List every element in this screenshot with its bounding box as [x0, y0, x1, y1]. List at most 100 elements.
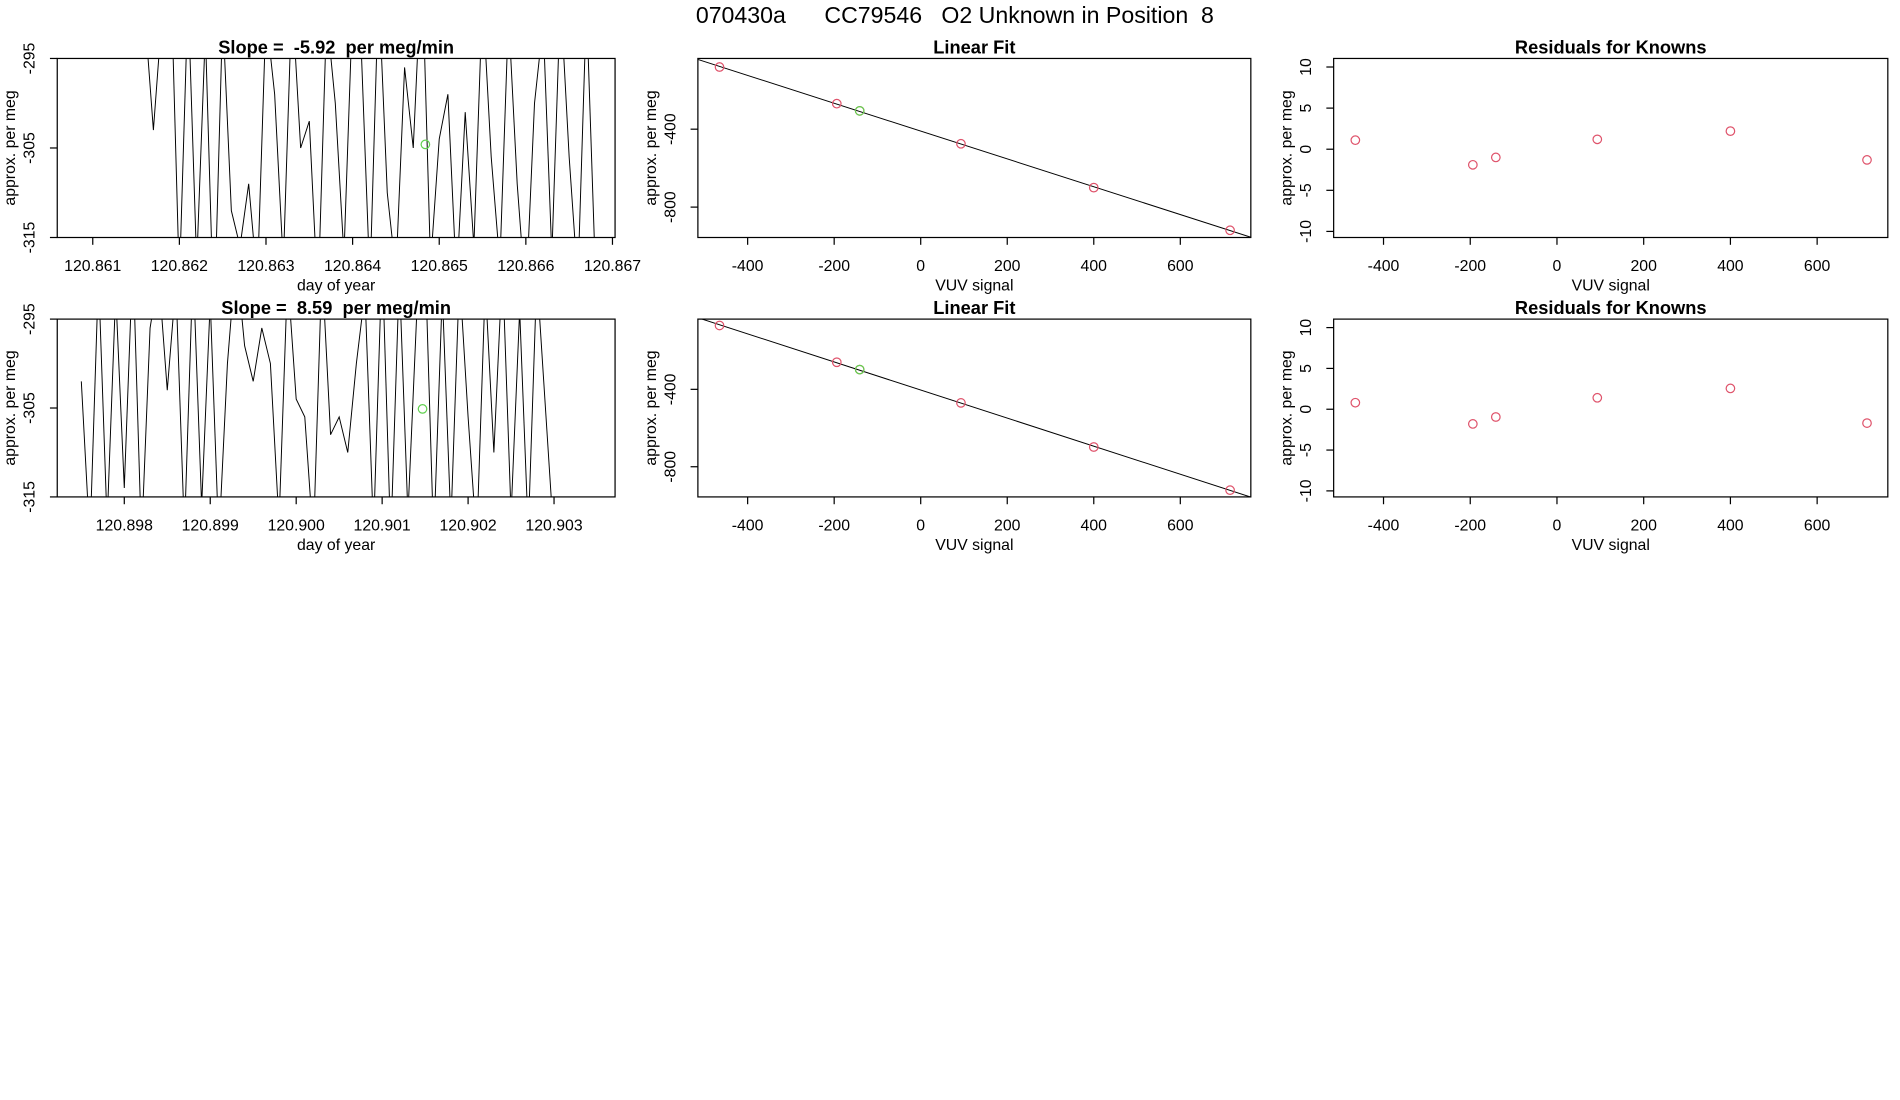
plot-area — [147, 58, 595, 238]
x-tick-label: 120.899 — [182, 517, 239, 534]
x-tick-label: 200 — [1630, 517, 1657, 534]
panel-title: Residuals for Knowns — [1515, 297, 1707, 318]
x-tick-label: -400 — [1368, 258, 1400, 275]
x-axis-label: VUV signal — [1572, 277, 1650, 294]
point — [714, 62, 725, 72]
figure-title: 070430a CC79546 O2 Unknown in Position 8 — [696, 2, 1214, 28]
y-axis-label: approx. per meg — [2, 350, 19, 465]
point — [1225, 225, 1235, 236]
point — [1725, 383, 1736, 394]
y-tick-label: 0 — [1298, 145, 1315, 154]
point — [417, 404, 428, 414]
point — [1592, 134, 1603, 145]
x-tick-label: 120.866 — [497, 258, 554, 275]
y-axis-label: approx. per meg — [2, 90, 19, 205]
y-tick-label: 10 — [1298, 319, 1315, 337]
x-tick-label: 120.861 — [64, 258, 121, 275]
point — [1490, 412, 1501, 422]
x-tick-label: 0 — [1553, 258, 1562, 275]
x-tick-label: 120.903 — [525, 517, 582, 534]
plot-box — [56, 57, 616, 239]
x-tick-label: 120.862 — [151, 258, 208, 275]
point — [1088, 442, 1099, 452]
point — [1225, 485, 1235, 496]
point — [831, 357, 842, 368]
panel-title: Residuals for Knowns — [1515, 37, 1707, 58]
x-tick-label: 400 — [1717, 517, 1744, 534]
y-tick-label: -400 — [662, 373, 679, 405]
y-tick-label: -295 — [22, 42, 39, 74]
y-tick-label: -400 — [662, 113, 679, 145]
plot-box — [1333, 318, 1889, 498]
point — [1467, 159, 1478, 170]
point — [1088, 182, 1099, 193]
fit-line — [697, 58, 1251, 238]
plot-area — [697, 58, 1251, 238]
panel-title: Slope = 8.59 per meg/min — [221, 297, 451, 318]
y-tick-label: -800 — [662, 451, 679, 483]
plot-area — [80, 319, 552, 497]
point — [1725, 126, 1736, 137]
point — [1862, 155, 1872, 165]
x-tick-label: 120.900 — [268, 517, 325, 534]
point — [1350, 135, 1361, 146]
point — [956, 138, 966, 149]
x-tick-label: -200 — [818, 258, 850, 275]
x-tick-label: 120.898 — [96, 517, 153, 534]
point — [1592, 392, 1603, 403]
x-axis-label: VUV signal — [1572, 537, 1650, 554]
point — [854, 364, 865, 375]
x-tick-label: 600 — [1804, 258, 1831, 275]
y-axis-label: approx. per meg — [1279, 90, 1296, 205]
x-tick-label: 0 — [916, 258, 925, 275]
point — [1467, 419, 1478, 429]
point — [1490, 152, 1501, 163]
point — [1350, 397, 1361, 408]
x-tick-label: 400 — [1717, 258, 1744, 275]
x-tick-label: 600 — [1804, 517, 1831, 534]
y-tick-label: -10 — [1298, 220, 1315, 243]
x-tick-label: 0 — [916, 517, 925, 534]
x-tick-label: 400 — [1081, 517, 1108, 534]
x-tick-label: -400 — [732, 258, 764, 275]
point — [714, 320, 725, 331]
y-tick-label: -315 — [22, 481, 39, 513]
x-tick-label: 200 — [994, 517, 1021, 534]
x-tick-label: 120.865 — [411, 258, 468, 275]
point — [956, 398, 966, 408]
y-tick-label: 10 — [1298, 58, 1315, 76]
y-axis-label: approx. per meg — [643, 350, 660, 465]
y-tick-label: 0 — [1298, 405, 1315, 414]
x-tick-label: -200 — [1454, 258, 1486, 275]
y-tick-label: -5 — [1298, 443, 1315, 457]
x-axis-label: day of year — [297, 537, 376, 554]
x-tick-label: 120.867 — [584, 258, 641, 275]
plot-box — [697, 57, 1252, 239]
x-tick-label: -200 — [1454, 517, 1486, 534]
x-tick-label: -200 — [818, 517, 850, 534]
y-axis-label: approx. per meg — [643, 90, 660, 205]
x-tick-label: 600 — [1167, 258, 1194, 275]
plot-area — [1350, 126, 1872, 170]
x-tick-label: 400 — [1081, 258, 1108, 275]
point — [1862, 418, 1872, 428]
y-tick-label: -315 — [22, 221, 39, 253]
data-line — [80, 319, 552, 497]
plot-box — [697, 318, 1252, 498]
point — [420, 139, 431, 150]
x-axis-label: VUV signal — [935, 277, 1013, 294]
x-tick-label: -400 — [1368, 517, 1400, 534]
y-tick-label: -800 — [662, 191, 679, 223]
x-tick-label: 600 — [1167, 517, 1194, 534]
y-tick-label: 5 — [1298, 364, 1315, 373]
point — [854, 105, 865, 116]
x-tick-label: 200 — [1630, 258, 1657, 275]
panel-title: Slope = -5.92 per meg/min — [218, 37, 454, 58]
y-tick-label: -5 — [1298, 183, 1315, 197]
panel-title: Linear Fit — [933, 297, 1015, 318]
x-tick-label: -400 — [732, 517, 764, 534]
y-tick-label: -305 — [22, 132, 39, 164]
x-tick-label: 120.863 — [237, 258, 294, 275]
